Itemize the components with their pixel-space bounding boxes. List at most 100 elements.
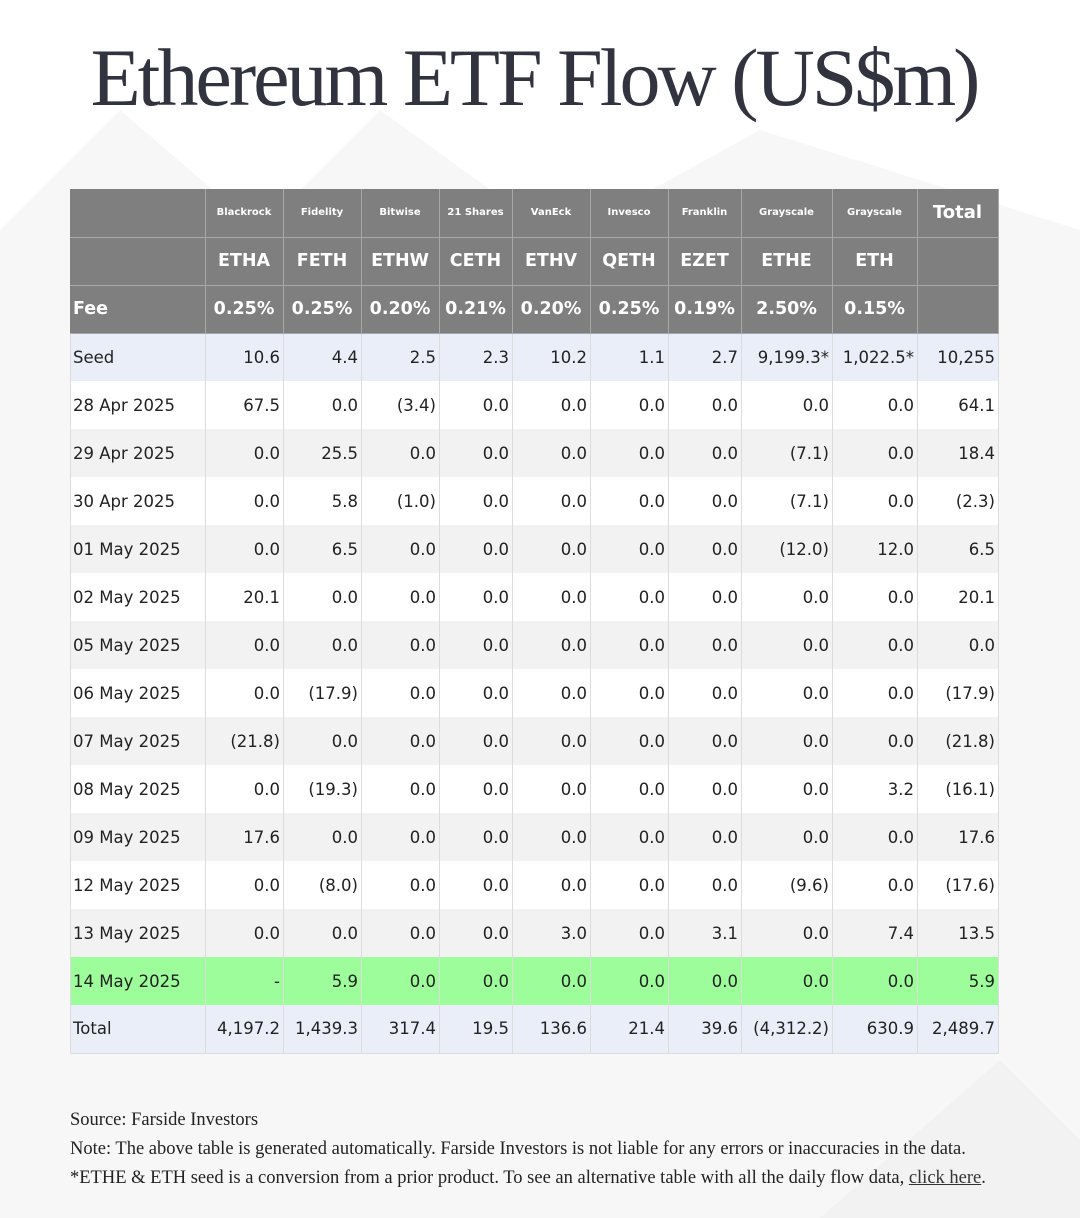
value-cell: 0.0 — [362, 765, 440, 813]
value-cell: 12.0 — [833, 525, 918, 573]
value-cell: 0.0 — [206, 525, 284, 573]
value-cell: 0.0 — [206, 669, 284, 717]
value-cell: (19.3) — [284, 765, 362, 813]
fee-cell: 0.25% — [206, 285, 284, 333]
value-cell: (21.8) — [918, 717, 999, 765]
fee-label: Fee — [71, 285, 206, 333]
click-here-link[interactable]: click here — [909, 1168, 981, 1188]
value-cell: 0.0 — [362, 861, 440, 909]
value-cell: 0.0 — [742, 909, 833, 957]
total-row: Total 4,197.2 1,439.3 317.4 19.5 136.6 21.4 39.… — [71, 1005, 999, 1053]
value-cell: 6.5 — [284, 525, 362, 573]
value-cell: 0.0 — [513, 429, 591, 477]
ticker-header-cell — [71, 237, 206, 285]
value-cell: 4.4 — [284, 333, 362, 381]
value-cell: 0.0 — [591, 525, 669, 573]
value-cell: 67.5 — [206, 381, 284, 429]
value-cell: 10.6 — [206, 333, 284, 381]
value-cell: 0.0 — [513, 669, 591, 717]
fee-cell: 0.19% — [669, 285, 742, 333]
fee-cell: 0.15% — [833, 285, 918, 333]
value-cell: 0.0 — [742, 381, 833, 429]
issuer-header-cell: Bitwise — [362, 189, 440, 237]
ticker-header-cell: EZET — [669, 237, 742, 285]
value-cell: 0.0 — [833, 813, 918, 861]
value-cell: 39.6 — [669, 1005, 742, 1053]
value-cell: (17.9) — [284, 669, 362, 717]
value-cell: 0.0 — [440, 957, 513, 1005]
fee-cell: 2.50% — [742, 285, 833, 333]
value-cell: 0.0 — [742, 957, 833, 1005]
value-cell: 0.0 — [440, 909, 513, 957]
value-cell: 0.0 — [513, 621, 591, 669]
value-cell: (7.1) — [742, 429, 833, 477]
value-cell: 0.0 — [742, 669, 833, 717]
value-cell: 0.0 — [284, 621, 362, 669]
value-cell: (9.6) — [742, 861, 833, 909]
value-cell: 0.0 — [833, 381, 918, 429]
table-row: 30 Apr 2025 0.0 5.8 (1.0) 0.0 0.0 0.0 0.0 (7.1) 0… — [71, 477, 999, 525]
value-cell: (2.3) — [918, 477, 999, 525]
value-cell: 0.0 — [742, 621, 833, 669]
value-cell: 0.0 — [591, 717, 669, 765]
value-cell: 0.0 — [513, 573, 591, 621]
value-cell: 2,489.7 — [918, 1005, 999, 1053]
value-cell: 0.0 — [513, 813, 591, 861]
value-cell: 0.0 — [742, 717, 833, 765]
value-cell: 0.0 — [742, 765, 833, 813]
value-cell: 0.0 — [591, 957, 669, 1005]
value-cell: 0.0 — [440, 813, 513, 861]
value-cell: 0.0 — [362, 813, 440, 861]
value-cell: 0.0 — [440, 381, 513, 429]
value-cell: 0.0 — [669, 477, 742, 525]
seed-row: Seed 10.6 4.4 2.5 2.3 10.2 1.1 2.7 9,199.3* 1,022… — [71, 333, 999, 381]
fee-cell: 0.20% — [362, 285, 440, 333]
etf-flow-table: Blackrock Fidelity Bitwise 21 Shares VanEck I… — [70, 189, 999, 1054]
value-cell: 2.7 — [669, 333, 742, 381]
value-cell: 0.0 — [206, 477, 284, 525]
value-cell: 1.1 — [591, 333, 669, 381]
value-cell: 0.0 — [591, 669, 669, 717]
value-cell: 0.0 — [669, 381, 742, 429]
value-cell: 0.0 — [833, 477, 918, 525]
value-cell: 0.0 — [284, 717, 362, 765]
row-label-cell: 30 Apr 2025 — [71, 477, 206, 525]
row-label-cell: 13 May 2025 — [71, 909, 206, 957]
table-body: Blackrock Fidelity Bitwise 21 Shares VanEck I… — [71, 189, 999, 1053]
header-corner-cell — [71, 189, 206, 237]
value-cell: 2.3 — [440, 333, 513, 381]
value-cell: 5.9 — [918, 957, 999, 1005]
value-cell: 9,199.3* — [742, 333, 833, 381]
value-cell: 25.5 — [284, 429, 362, 477]
page-title: Ethereum ETF Flow (US$m) — [0, 28, 1068, 128]
value-cell: 0.0 — [362, 621, 440, 669]
value-cell: 0.0 — [591, 477, 669, 525]
value-cell: 0.0 — [833, 429, 918, 477]
row-label-cell: Total — [71, 1005, 206, 1053]
value-cell: 3.0 — [513, 909, 591, 957]
table-row: 06 May 2025 0.0 (17.9) 0.0 0.0 0.0 0.0 0.0 0.0 0.… — [71, 669, 999, 717]
value-cell: 0.0 — [440, 765, 513, 813]
value-cell: 0.0 — [440, 477, 513, 525]
value-cell: 0.0 — [362, 909, 440, 957]
table-row: 29 Apr 2025 0.0 25.5 0.0 0.0 0.0 0.0 0.0 (7.1) 0.… — [71, 429, 999, 477]
fee-cell: 0.20% — [513, 285, 591, 333]
row-label-cell: Seed — [71, 333, 206, 381]
value-cell: 17.6 — [206, 813, 284, 861]
issuer-header-cell: VanEck — [513, 189, 591, 237]
value-cell: 0.0 — [669, 669, 742, 717]
issuer-header-cell: Invesco — [591, 189, 669, 237]
value-cell: (8.0) — [284, 861, 362, 909]
fee-cell: 0.21% — [440, 285, 513, 333]
table-row: 08 May 2025 0.0 (19.3) 0.0 0.0 0.0 0.0 0.0 0.0 3.… — [71, 765, 999, 813]
row-label-cell: 07 May 2025 — [71, 717, 206, 765]
value-cell: (1.0) — [362, 477, 440, 525]
value-cell: 19.5 — [440, 1005, 513, 1053]
value-cell: 0.0 — [284, 813, 362, 861]
value-cell: - — [206, 957, 284, 1005]
value-cell: (12.0) — [742, 525, 833, 573]
row-label-cell: 14 May 2025 — [71, 957, 206, 1005]
value-cell: 10.2 — [513, 333, 591, 381]
value-cell: (7.1) — [742, 477, 833, 525]
value-cell: 0.0 — [440, 429, 513, 477]
